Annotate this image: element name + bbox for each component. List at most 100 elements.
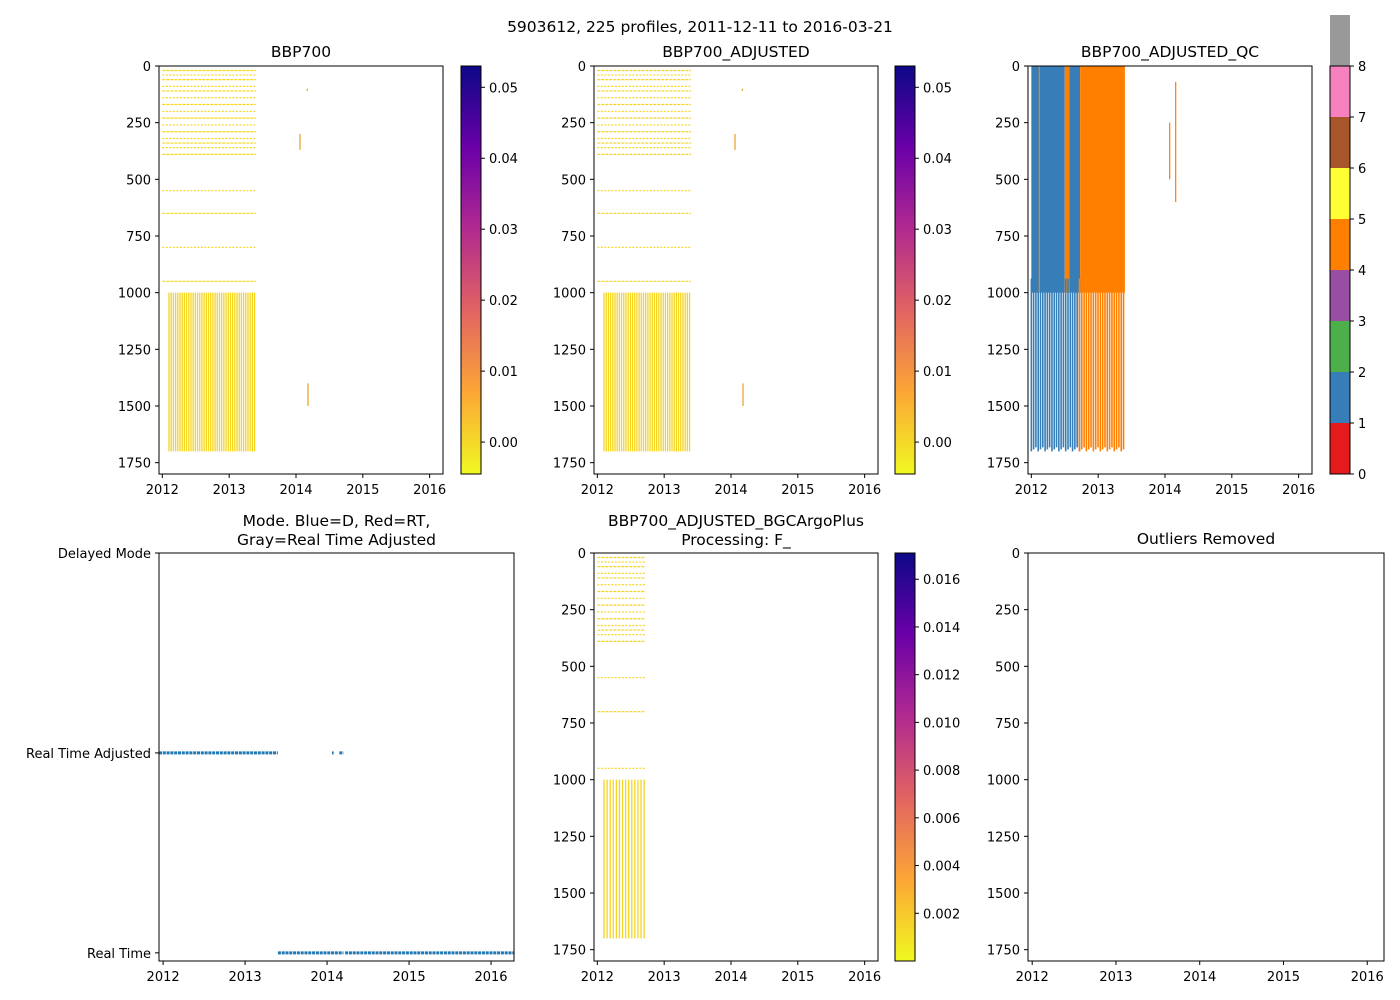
y-tick-label: 1500 <box>553 887 586 902</box>
x-tick-label: 2016 <box>1351 970 1384 985</box>
y-tick-label: 1000 <box>987 287 1020 302</box>
x-tick-label: 2014 <box>311 970 344 985</box>
colorbar-gradient <box>895 66 915 474</box>
colorbar-category-6 <box>1330 117 1350 168</box>
y-tick-label: 1500 <box>118 400 151 415</box>
colorbar-frame <box>460 65 482 475</box>
chart-title: BBP700 <box>271 43 331 61</box>
x-tick-label: 2015 <box>346 483 379 498</box>
chart-panel-bbp700_adjusted: BBP700_ADJUSTED 2012 2013 2014 2015 2016 0 250 5… <box>553 43 952 498</box>
colorbar-tick-label: 0.012 <box>923 669 960 684</box>
colorbar-tick-label: 0.04 <box>923 152 952 167</box>
colorbar-category-4 <box>1330 219 1350 270</box>
colorbar-tick-label: 0.008 <box>923 764 960 779</box>
x-tick-label: 2012 <box>146 483 179 498</box>
colorbar-tick-label: 0 <box>1358 468 1366 483</box>
chart-panel-bbp700: BBP700 2012 2013 2014 2015 2016 0 250 500 750 1000… <box>118 43 518 498</box>
qc-block-flag-4 <box>1080 66 1125 293</box>
colorbar-frame <box>894 65 916 475</box>
x-tick-label: 2015 <box>393 970 426 985</box>
x-tick-label: 2014 <box>1148 483 1181 498</box>
y-tick-label: 1250 <box>553 830 586 845</box>
y-tick-label: 1250 <box>987 343 1020 358</box>
y-tick-label: 250 <box>561 604 586 619</box>
y-tick-label: 750 <box>561 230 586 245</box>
x-tick-label: 2013 <box>1099 970 1132 985</box>
chart-title-line: Processing: F_ <box>681 531 791 550</box>
y-tick-label: 1000 <box>987 774 1020 789</box>
y-tick-label: 500 <box>561 173 586 188</box>
x-tick-label: 2016 <box>413 483 446 498</box>
y-tick-label: 1750 <box>987 944 1020 959</box>
y-tick-label: 250 <box>995 604 1020 619</box>
y-tick-label: 250 <box>995 117 1020 132</box>
colorbar-category-3 <box>1330 270 1350 321</box>
colorbar-tick-label: 0.002 <box>923 907 960 922</box>
colorbar-category-2 <box>1330 321 1350 372</box>
colorbar-tick-label: 0.00 <box>489 436 518 451</box>
y-tick-label: 0 <box>578 547 586 562</box>
colorbar-tick-label: 0.010 <box>923 716 960 731</box>
qc-block-flag-4 <box>1064 66 1070 293</box>
colorbar-tick-label: 2 <box>1358 366 1366 381</box>
colorbar-tick-label: 4 <box>1358 264 1366 279</box>
axes-frame <box>158 65 444 475</box>
chart-title-line: BBP700_ADJUSTED_BGCArgoPlus <box>608 512 864 531</box>
axes-frame <box>1027 65 1313 475</box>
x-tick-label: 2016 <box>848 970 881 985</box>
x-tick-label: 2014 <box>1183 970 1216 985</box>
qc-block-flag-1 <box>1031 66 1065 293</box>
colorbar-category-0 <box>1330 423 1350 474</box>
y-tick-label: 750 <box>995 717 1020 732</box>
y-tick-label: 750 <box>561 717 586 732</box>
y-tick-label: 500 <box>561 660 586 675</box>
colorbar-tick-label: 0.004 <box>923 860 960 875</box>
colorbar-category-1 <box>1330 372 1350 423</box>
colorbar-tick-label: 3 <box>1358 315 1366 330</box>
x-tick-label: 2013 <box>1082 483 1115 498</box>
chart-title: Outliers Removed <box>1137 530 1275 548</box>
x-tick-label: 2013 <box>229 970 262 985</box>
y-tick-label: 1750 <box>987 457 1020 472</box>
x-tick-label: 2012 <box>581 970 614 985</box>
colorbar-tick-label: 0.03 <box>923 223 952 238</box>
y-tick-label: 750 <box>126 230 151 245</box>
chart-title: BBP700_ADJUSTED <box>662 43 810 62</box>
figure-suptitle: 5903612, 225 profiles, 2011-12-11 to 201… <box>507 18 893 36</box>
x-tick-label: 2016 <box>474 970 507 985</box>
colorbar-tick-label: 0.05 <box>489 81 518 96</box>
axes-frame <box>593 65 879 475</box>
y-tick-label: 1500 <box>987 400 1020 415</box>
y-tick-label: 1250 <box>987 830 1020 845</box>
x-tick-label: 2012 <box>1016 970 1049 985</box>
axes-frame <box>1027 552 1385 962</box>
x-tick-label: 2015 <box>781 970 814 985</box>
y-tick-label: 750 <box>995 230 1020 245</box>
x-tick-label: 2012 <box>147 970 180 985</box>
y-tick-label: 500 <box>995 173 1020 188</box>
y-tick-label: 0 <box>143 60 151 75</box>
x-tick-label: 2015 <box>1267 970 1300 985</box>
x-tick-label: 2014 <box>714 483 747 498</box>
y-tick-label: Real Time <box>87 947 151 962</box>
y-tick-label: Delayed Mode <box>58 547 151 562</box>
colorbar-tick-label: 0.006 <box>923 812 960 827</box>
y-tick-label: 500 <box>126 173 151 188</box>
colorbar-category-7 <box>1330 66 1350 117</box>
y-tick-label: 0 <box>1012 60 1020 75</box>
y-tick-label: 0 <box>1012 547 1020 562</box>
chart-panel-mode: Mode. Blue=D, Red=RT,Gray=Real Time Adju… <box>26 512 515 985</box>
x-tick-label: 2015 <box>1215 483 1248 498</box>
y-tick-label: 1500 <box>553 400 586 415</box>
colorbar-category-8 <box>1330 15 1350 66</box>
x-tick-label: 2014 <box>714 970 747 985</box>
colorbar-tick-label: 0.01 <box>923 365 952 380</box>
x-tick-label: 2013 <box>648 970 681 985</box>
x-tick-label: 2012 <box>1015 483 1048 498</box>
x-tick-label: 2014 <box>279 483 312 498</box>
chart-title: BBP700_ADJUSTED_QC <box>1081 43 1259 62</box>
y-tick-label: 1750 <box>553 457 586 472</box>
